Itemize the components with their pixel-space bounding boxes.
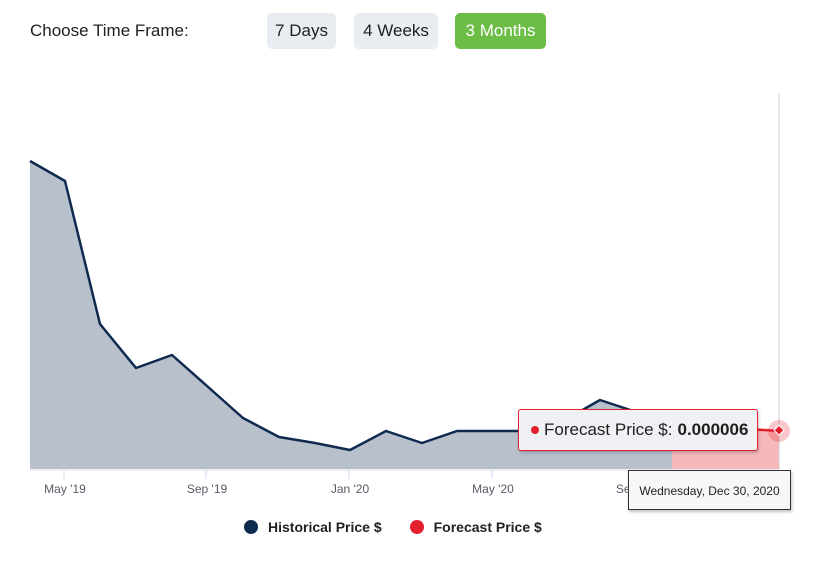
tooltip-value: 0.000006 xyxy=(677,420,749,439)
x-tick-label: May '20 xyxy=(472,482,514,496)
timeframe-7-days-button[interactable]: 7 Days xyxy=(267,13,336,49)
legend-item-historical[interactable]: Historical Price $ xyxy=(244,519,382,535)
timeframe-label: Choose Time Frame: xyxy=(30,21,189,40)
x-axis-ticks xyxy=(63,470,635,479)
circle-dot-icon xyxy=(244,520,258,534)
legend-label: Historical Price $ xyxy=(268,519,382,535)
tooltip-series-label: Forecast Price $: xyxy=(544,420,673,439)
chart-legend: Historical Price $ Forecast Price $ xyxy=(244,519,570,535)
legend-label: Forecast Price $ xyxy=(433,519,542,535)
historical-area xyxy=(30,161,672,469)
timeframe-3-months-button[interactable]: 3 Months xyxy=(455,13,546,49)
legend-item-forecast[interactable]: Forecast Price $ xyxy=(409,519,542,535)
x-tick-label: Sep '19 xyxy=(186,482,228,496)
forecast-point-marker[interactable] xyxy=(773,424,785,436)
forecast-tooltip: Forecast Price $: 0.000006 xyxy=(518,409,758,451)
forecast-dot-icon xyxy=(531,426,539,434)
timeframe-4-weeks-button[interactable]: 4 Weeks xyxy=(354,13,438,49)
circle-dot-icon xyxy=(409,520,424,534)
x-tick-label: May '19 xyxy=(44,482,86,496)
date-tooltip: Wednesday, Dec 30, 2020 xyxy=(628,470,791,510)
x-tick-label: Jan '20 xyxy=(330,482,370,496)
